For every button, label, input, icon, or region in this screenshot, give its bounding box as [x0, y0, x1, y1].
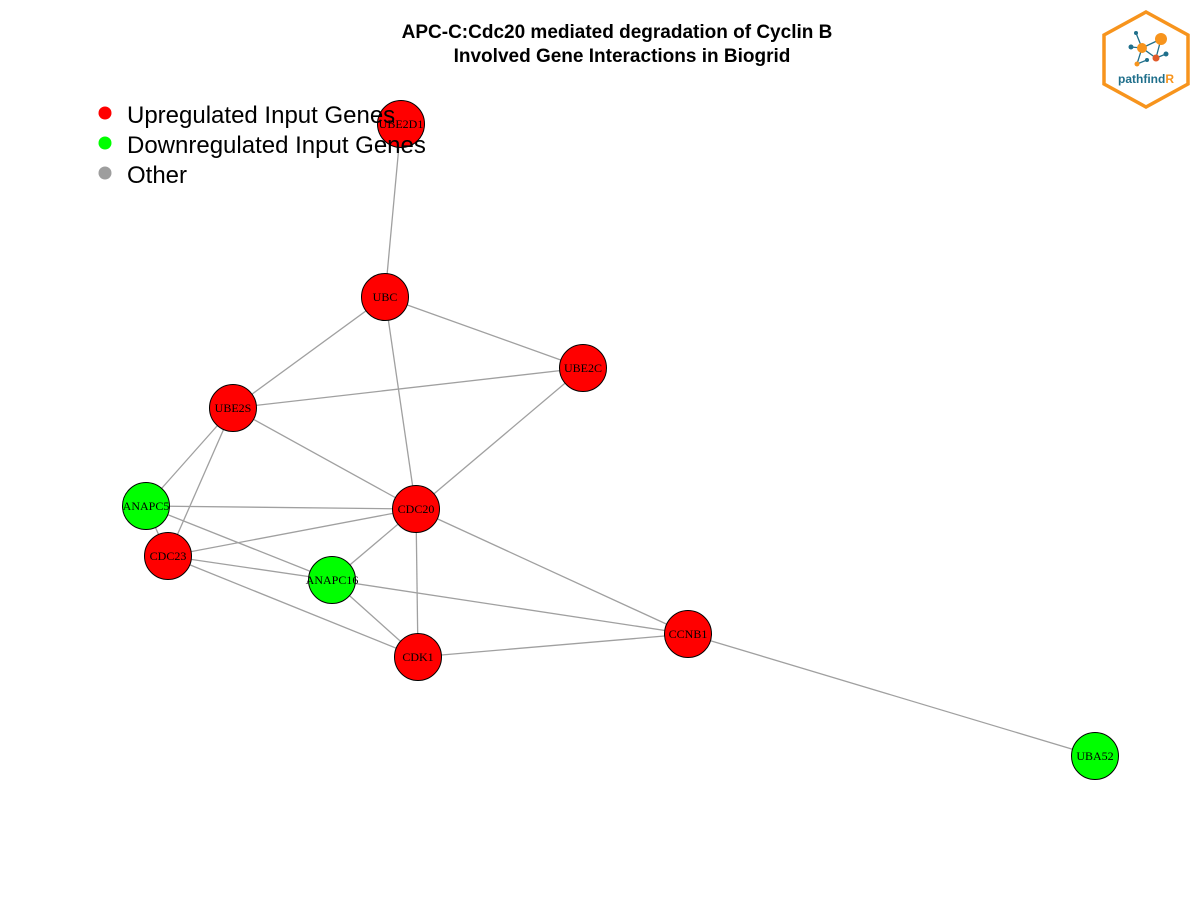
legend-label-other: Other [127, 162, 187, 189]
edges-layer [145, 123, 1096, 757]
edge-ubc-ube2s [232, 296, 386, 409]
node-ube2d1: UBE2D1 [377, 100, 425, 148]
nodes-layer: UBE2D1 UBC UBE2C UBE2S ANAPC5 CDC20 CDC23 ANAPC… [122, 100, 1119, 780]
edge-cdc20-cdk1 [415, 508, 419, 658]
edge-ube2c-cdc20 [415, 367, 584, 510]
node-circle-ube2s [209, 384, 257, 432]
legend-marker-up [98, 106, 112, 120]
node-circle-cdk1 [394, 633, 442, 681]
node-label-cdc20: CDC20 [398, 502, 435, 516]
edge-anapc16-ccnb1 [331, 579, 689, 635]
node-label-cdc23: CDC23 [150, 549, 187, 563]
node-label-anapc5: ANAPC5 [123, 499, 170, 513]
node-ubc: UBC [361, 273, 409, 321]
node-ube2c: UBE2C [559, 344, 607, 392]
title-line-1: APC-C:Cdc20 mediated degradation of Cycl… [402, 22, 833, 43]
edge-ube2s-cdc20 [232, 407, 417, 510]
edge-ubc-ube2c [384, 296, 584, 369]
legend-marker-other [98, 166, 112, 180]
node-anapc5: ANAPC5 [122, 482, 170, 530]
node-label-anapc16: ANAPC16 [306, 573, 359, 587]
legend-label-down: Downregulated Input Genes [127, 132, 426, 159]
node-label-ube2d1: UBE2D1 [379, 117, 424, 131]
node-circle-ccnb1 [664, 610, 712, 658]
edge-ube2d1-ubc [384, 123, 402, 298]
edge-cdc23-cdk1 [167, 555, 419, 658]
edge-cdc23-anapc16 [167, 555, 333, 581]
node-circle-anapc16 [308, 556, 356, 604]
node-circle-cdc20 [392, 485, 440, 533]
legend: Upregulated Input Genes Downregulated In… [98, 102, 426, 189]
logo-text: pathfindR [1118, 72, 1174, 86]
node-uba52: UBA52 [1071, 732, 1119, 780]
edge-cdc23-cdc20 [167, 508, 417, 557]
edge-cdk1-ccnb1 [417, 633, 689, 658]
node-circle-ube2c [559, 344, 607, 392]
node-circle-ube2d1 [377, 100, 425, 148]
edge-ube2s-cdc23 [167, 407, 234, 557]
node-anapc16: ANAPC16 [306, 556, 359, 604]
title-line-2: Involved Gene Interactions in Biogrid [454, 46, 791, 67]
node-circle-ubc [361, 273, 409, 321]
edge-ube2s-ube2c [232, 367, 584, 409]
node-label-uba52: UBA52 [1076, 749, 1113, 763]
node-circle-cdc23 [144, 532, 192, 580]
node-label-ubc: UBC [373, 290, 398, 304]
node-cdc23: CDC23 [144, 532, 192, 580]
node-ube2s: UBE2S [209, 384, 257, 432]
legend-marker-down [98, 136, 112, 150]
node-label-ccnb1: CCNB1 [669, 627, 708, 641]
edge-cdc20-ccnb1 [415, 508, 689, 635]
edge-ccnb1-uba52 [687, 633, 1096, 757]
node-label-ube2s: UBE2S [215, 401, 252, 415]
node-circle-uba52 [1071, 732, 1119, 780]
edge-anapc5-cdc20 [145, 505, 417, 510]
node-label-cdk1: CDK1 [402, 650, 433, 664]
node-cdc20: CDC20 [392, 485, 440, 533]
node-cdk1: CDK1 [394, 633, 442, 681]
node-label-ube2c: UBE2C [564, 361, 602, 375]
legend-label-up: Upregulated Input Genes [127, 102, 395, 129]
node-circle-anapc5 [122, 482, 170, 530]
network-icon [1128, 31, 1169, 67]
node-ccnb1: CCNB1 [664, 610, 712, 658]
pathfindr-logo: pathfindR [1102, 10, 1190, 109]
edge-ubc-cdc20 [384, 296, 417, 510]
